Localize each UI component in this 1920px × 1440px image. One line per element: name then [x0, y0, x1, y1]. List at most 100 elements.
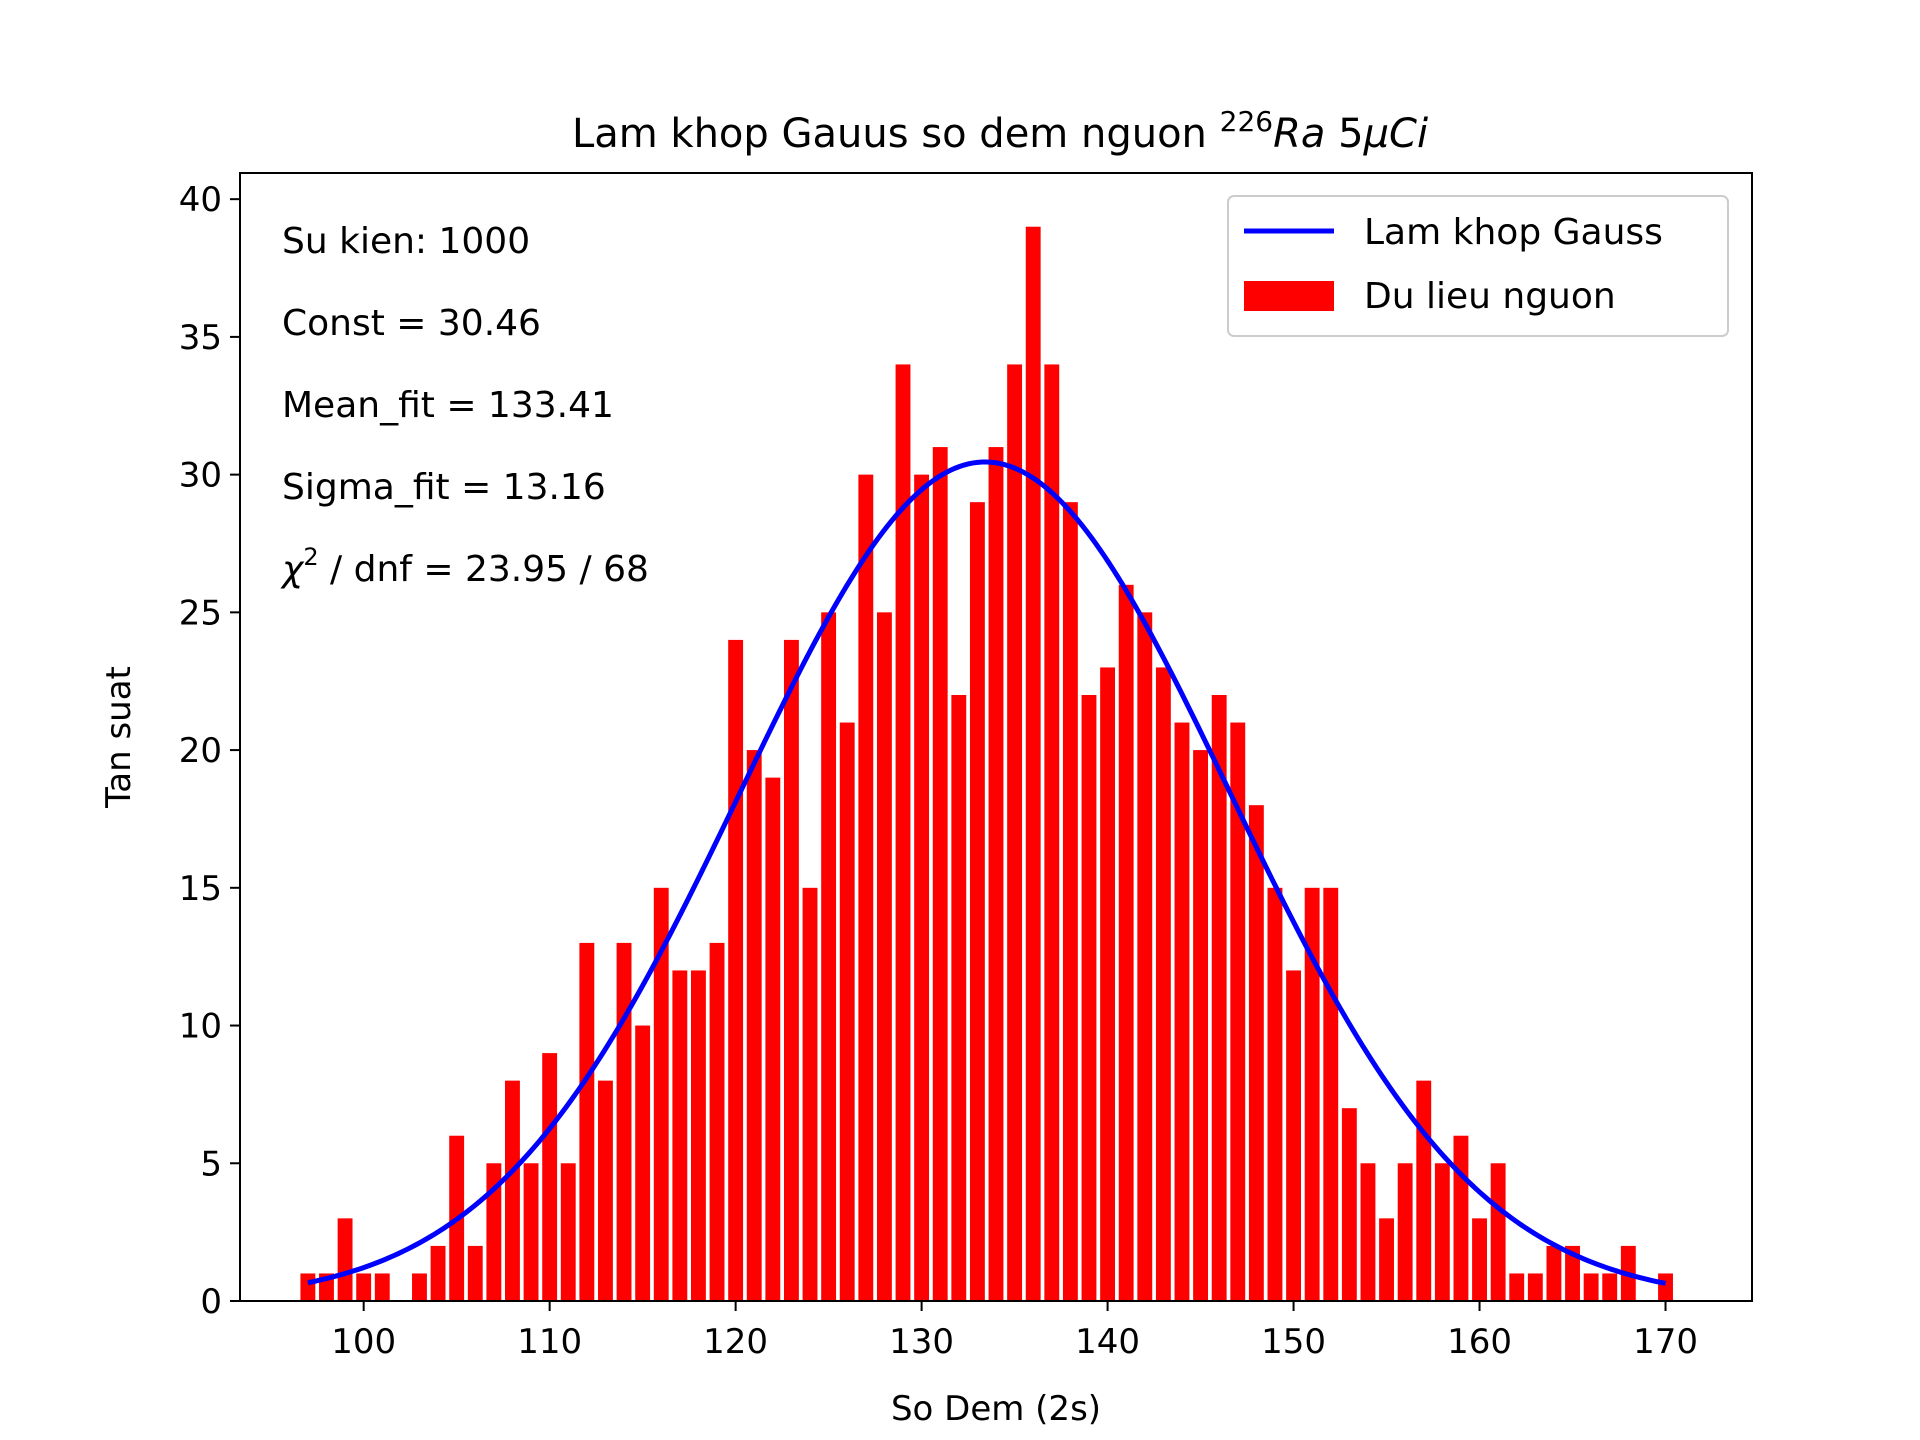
histogram-bar	[876, 612, 892, 1301]
histogram-bar	[1137, 612, 1153, 1301]
histogram-bar	[1583, 1273, 1599, 1301]
histogram-bar	[969, 502, 985, 1302]
histogram-bar	[914, 474, 930, 1302]
histogram-bar	[728, 639, 744, 1301]
histogram-bar	[486, 1163, 502, 1301]
x-tick-label: 140	[1075, 1322, 1140, 1362]
histogram-bar	[1658, 1273, 1673, 1301]
histogram-bar	[579, 942, 595, 1301]
histogram-bar	[1267, 887, 1283, 1301]
chart-title: Lam khop Gauus so dem nguon 226Ra 5μCi	[572, 105, 1428, 157]
y-tick-label: 35	[179, 318, 222, 358]
histogram-bar	[1453, 1135, 1469, 1301]
events-text: Su kien: 1000	[282, 221, 530, 262]
legend-frame	[1227, 195, 1729, 337]
y-tick-label: 40	[179, 180, 222, 220]
y-tick-label: 0	[200, 1282, 222, 1322]
histogram-bar	[765, 777, 781, 1301]
x-tick-label: 110	[517, 1322, 582, 1362]
histogram-bar	[1527, 1273, 1543, 1301]
histogram-bar	[932, 447, 948, 1302]
histogram-bar	[1193, 750, 1209, 1301]
histogram-bar	[467, 1245, 483, 1301]
y-axis-ticks: 0 5 10 15 20 25 30 35 40	[179, 180, 240, 1322]
histogram-bar	[690, 970, 706, 1301]
stats-annotations: Su kien: 1000 Const = 30.46 Mean_fit = 1…	[280, 221, 649, 590]
x-tick-label: 130	[889, 1322, 954, 1362]
histogram-bar	[412, 1273, 427, 1301]
histogram-bar	[1304, 887, 1320, 1301]
histogram-bar	[356, 1273, 372, 1301]
histogram-bar	[1509, 1273, 1525, 1301]
x-tick-label: 160	[1447, 1322, 1512, 1362]
histogram-bar	[1416, 1080, 1432, 1301]
histogram-bar	[1341, 1108, 1357, 1301]
histogram-bar	[1044, 364, 1060, 1301]
histogram-bar	[1286, 970, 1302, 1301]
histogram-bar	[1025, 226, 1041, 1302]
histogram-bar	[1434, 1163, 1450, 1301]
histogram-bar	[988, 447, 1004, 1302]
histogram-bar	[1397, 1163, 1413, 1301]
histogram-bar	[337, 1218, 353, 1301]
histogram-bar	[1155, 667, 1171, 1301]
histogram-bar	[1081, 694, 1097, 1301]
histogram-bar	[1211, 694, 1227, 1301]
legend: Lam khop Gauss Du lieu nguon	[1227, 195, 1729, 337]
histogram-bar	[1174, 722, 1190, 1301]
x-axis-label: So Dem (2s)	[891, 1389, 1101, 1429]
histogram-bar	[895, 364, 911, 1301]
y-tick-label: 10	[179, 1007, 222, 1047]
x-axis-ticks: 100 110 120 130 140 150 160 170	[331, 1301, 1698, 1362]
histogram-bar	[858, 474, 874, 1302]
histogram-bar	[653, 887, 669, 1301]
histogram-bar	[1472, 1218, 1487, 1301]
const-text: Const = 30.46	[282, 303, 541, 344]
gauss-fit-line	[307, 459, 1667, 1286]
legend-bar-swatch	[1244, 281, 1334, 311]
histogram-bar	[598, 1080, 613, 1301]
x-tick-label: 100	[331, 1322, 396, 1362]
axes-frame	[239, 172, 1753, 1302]
y-tick-label: 25	[179, 593, 222, 633]
histogram-bar	[560, 1163, 576, 1301]
histogram-bar	[1062, 502, 1078, 1302]
histogram-bar	[783, 639, 799, 1301]
legend-fit-label: Lam khop Gauss	[1364, 212, 1663, 253]
histogram-bar	[1007, 364, 1023, 1301]
histogram-bar	[709, 942, 725, 1301]
chi2-text: χ2 / dnf = 23.95 / 68	[280, 543, 649, 590]
histogram-bar	[1360, 1163, 1376, 1301]
histogram-bars	[300, 226, 1673, 1302]
histogram-bar	[672, 970, 688, 1301]
histogram-bar	[1248, 805, 1264, 1301]
histogram-bar	[430, 1245, 446, 1301]
histogram-bar	[1323, 887, 1339, 1301]
y-tick-label: 5	[200, 1144, 222, 1184]
sigma-text: Sigma_fit = 13.16	[282, 467, 606, 508]
histogram-bar	[1100, 667, 1116, 1301]
histogram-bar	[542, 1053, 558, 1301]
histogram-bar	[616, 942, 632, 1301]
y-tick-label: 15	[179, 869, 222, 909]
y-axis-label: Tan suat	[99, 666, 139, 809]
histogram-bar	[1379, 1218, 1394, 1301]
histogram-bar	[802, 887, 818, 1301]
y-tick-label: 20	[179, 731, 222, 771]
x-tick-label: 120	[703, 1322, 768, 1362]
histogram-bar	[1490, 1163, 1506, 1301]
histogram-bar	[951, 694, 967, 1301]
mean-text: Mean_fit = 133.41	[282, 385, 614, 426]
y-tick-label: 30	[179, 456, 222, 496]
histogram-bar	[1118, 584, 1134, 1301]
histogram-bar	[839, 722, 855, 1301]
histogram-bar	[1546, 1245, 1562, 1301]
histogram-bar	[1602, 1273, 1618, 1301]
x-tick-label: 170	[1633, 1322, 1698, 1362]
histogram-bar	[505, 1080, 520, 1301]
histogram-bar	[821, 612, 837, 1301]
x-tick-label: 150	[1261, 1322, 1326, 1362]
histogram-bar	[300, 1273, 316, 1301]
histogram-bar	[635, 1025, 651, 1301]
